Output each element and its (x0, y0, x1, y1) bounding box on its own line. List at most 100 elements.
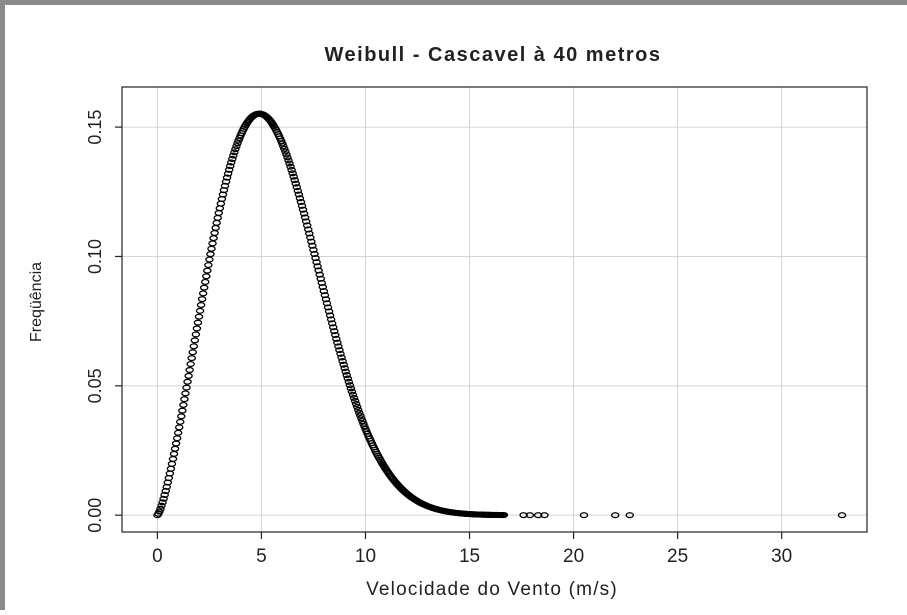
chart-title: Weibull - Cascavel à 40 metros (325, 44, 662, 66)
x-tick-label: 25 (667, 546, 688, 567)
data-point (321, 296, 331, 303)
data-point (289, 173, 298, 180)
data-point (189, 343, 199, 350)
y-tick-label: 0.10 (85, 239, 105, 274)
data-point (327, 320, 337, 327)
data-point (172, 435, 182, 442)
data-point (282, 151, 291, 158)
data-point (230, 149, 239, 156)
data-point (209, 235, 218, 242)
x-tick-label: 0 (152, 546, 163, 567)
data-point (338, 358, 347, 365)
data-point (169, 450, 179, 457)
data-point (200, 278, 210, 285)
data-point (298, 206, 308, 213)
data-point (195, 307, 205, 314)
data-point (181, 390, 190, 397)
data-point (221, 178, 231, 185)
data-point (233, 140, 242, 147)
data-point (354, 409, 364, 416)
data-point (193, 319, 203, 326)
data-point (324, 308, 334, 315)
y-tick-label: 0.05 (85, 368, 105, 403)
data-point (194, 313, 204, 320)
data-point (184, 372, 193, 379)
data-point (341, 368, 350, 375)
data-point (179, 401, 188, 408)
weibull-chart: 0 5 10 15 20 25 30 0.00 0.05 0.10 0.15 Weibull - … (28, 44, 868, 600)
data-point (285, 160, 294, 167)
x-axis-label: Velocidade do Vento (m/s) (366, 579, 618, 600)
data-point (185, 366, 194, 374)
data-point (297, 202, 307, 209)
data-point (344, 378, 354, 385)
data-point (331, 331, 340, 339)
data-point (222, 174, 232, 181)
data-point (211, 224, 220, 231)
data-point (347, 388, 357, 395)
data-point (357, 415, 366, 422)
plot-border (121, 86, 868, 533)
data-point (182, 384, 191, 391)
data-point (188, 349, 198, 356)
data-point (625, 512, 635, 519)
x-tick-label: 10 (355, 546, 376, 567)
x-tick-label: 30 (771, 546, 792, 567)
data-point (225, 163, 235, 170)
data-point (214, 209, 224, 217)
x-tick-label: 20 (563, 546, 584, 567)
data-point (157, 502, 166, 509)
data-point (170, 445, 180, 452)
data-point (180, 396, 189, 403)
data-point (190, 337, 200, 344)
data-point (287, 166, 296, 174)
data-point (174, 424, 184, 431)
data-point (210, 229, 219, 237)
data-point (837, 512, 847, 519)
data-point (296, 198, 306, 206)
data-point (325, 312, 335, 319)
data-point (334, 343, 343, 350)
data-point (519, 512, 528, 519)
data-point (295, 195, 305, 202)
data-point (156, 505, 165, 512)
data-point (183, 378, 192, 385)
data-point (176, 418, 185, 425)
data-point (290, 177, 299, 184)
data-point (525, 512, 535, 519)
data-point (281, 148, 290, 155)
data-point (168, 455, 178, 462)
data-point (205, 256, 214, 263)
data-point (306, 234, 315, 241)
data-point (323, 304, 333, 311)
data-point (294, 191, 304, 198)
data-point (333, 339, 342, 346)
data-point (203, 267, 212, 274)
data-point (288, 170, 297, 177)
data-point (343, 375, 353, 382)
data-point (228, 155, 237, 162)
data-point (192, 325, 202, 332)
y-tick-label: 0.00 (85, 498, 105, 533)
data-point (283, 154, 292, 161)
data-point (155, 508, 164, 515)
y-axis: 0.00 0.05 0.10 0.15 (85, 110, 122, 533)
data-point (187, 355, 196, 362)
data-point (330, 328, 339, 335)
data-point (207, 245, 216, 252)
data-point (322, 300, 332, 307)
data-point (335, 347, 344, 354)
data-point (579, 512, 589, 519)
data-point (212, 219, 221, 226)
data-point (167, 460, 177, 467)
y-axis-label: Freqüência (28, 262, 45, 342)
data-point (213, 214, 222, 221)
data-point (208, 240, 217, 247)
data-point (303, 226, 313, 233)
y-tick-label: 0.15 (85, 110, 105, 145)
data-point (499, 511, 509, 519)
data-point (206, 251, 215, 258)
x-axis: 0 5 10 15 20 25 30 (152, 532, 792, 567)
data-point (178, 407, 187, 414)
data-point (279, 143, 288, 150)
